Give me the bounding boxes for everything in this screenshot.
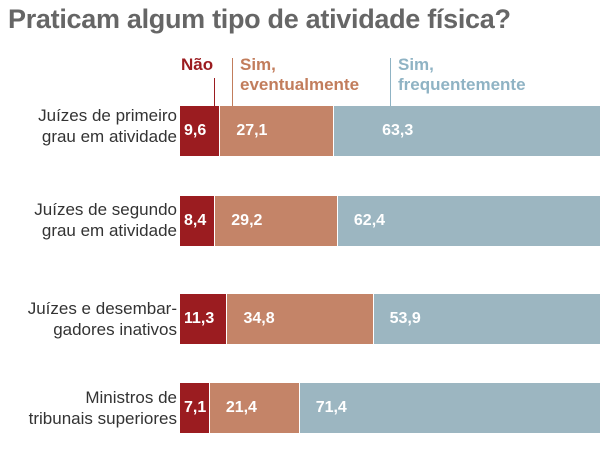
data-label-nao: 9,6	[184, 122, 207, 139]
category-label-line: tribunais superiores	[28, 409, 177, 428]
legend-line-frequentemente	[390, 58, 391, 106]
legend-label-eventualmente: Sim, eventualmente	[240, 55, 359, 95]
bar-segment-nao	[180, 383, 210, 433]
category-label-line: grau em atividade	[41, 221, 177, 240]
category-label-ministros: Ministros de tribunais superiores	[2, 387, 177, 429]
data-label-nao: 11,3	[184, 310, 215, 327]
data-label-frequentemente: 62,4	[353, 212, 386, 229]
data-label-eventualmente: 21,4	[225, 399, 257, 416]
data-label-eventualmente: 27,1	[236, 122, 268, 139]
legend-frequentemente-line2: frequentemente	[398, 75, 526, 94]
data-label-frequentemente: 71,4	[315, 399, 347, 416]
data-label-nao: 7,1	[184, 399, 207, 416]
legend-line-eventualmente	[232, 58, 233, 106]
legend-label-frequentemente: Sim, frequentemente	[398, 55, 526, 95]
category-label-primeiro-grau: Juízes de primeiro grau em atividade	[2, 105, 177, 147]
legend-nao-line1: Não	[181, 55, 214, 74]
data-label-eventualmente: 34,8	[243, 310, 275, 327]
bar-segment-eventualmente	[227, 294, 374, 344]
bar-segment-frequentemente	[334, 106, 600, 156]
data-label-frequentemente: 53,9	[389, 310, 421, 327]
bar-segment-nao	[180, 106, 221, 156]
legend-label-nao: Não	[181, 55, 213, 75]
data-label-nao: 8,4	[184, 212, 207, 229]
legend-eventualmente-line2: eventualmente	[240, 75, 360, 94]
category-label-inativos: Juízes e desembar- gadores inativos	[2, 298, 177, 340]
bar-segment-eventualmente	[220, 106, 335, 156]
category-label-line: Juízes de segundo	[34, 200, 177, 219]
bar-segment-frequentemente	[337, 196, 600, 246]
legend-eventualmente-line1: Sim,	[240, 55, 276, 74]
bar-segment-nao	[180, 294, 228, 344]
category-label-line: Juízes e desembar-	[27, 299, 177, 318]
bar-segment-eventualmente	[209, 383, 300, 433]
bar-segment-frequentemente	[299, 383, 600, 433]
bar-segment-eventualmente	[215, 196, 338, 246]
category-label-segundo-grau: Juízes de segundo grau em atividade	[2, 199, 177, 241]
chart-title: Praticam algum tipo de atividade física?	[8, 4, 511, 34]
legend-line-nao	[214, 78, 215, 106]
category-label-line: Juízes de primeiro	[38, 106, 177, 125]
bar-segment-frequentemente	[373, 294, 600, 344]
category-label-line: gadores inativos	[53, 320, 177, 339]
data-label-frequentemente: 63,3	[382, 122, 414, 139]
bar-segment-nao	[180, 196, 216, 246]
category-label-line: Ministros de	[85, 388, 177, 407]
category-label-line: grau em atividade	[41, 127, 177, 146]
legend-frequentemente-line1: Sim,	[398, 55, 434, 74]
data-label-eventualmente: 29,2	[231, 212, 263, 229]
